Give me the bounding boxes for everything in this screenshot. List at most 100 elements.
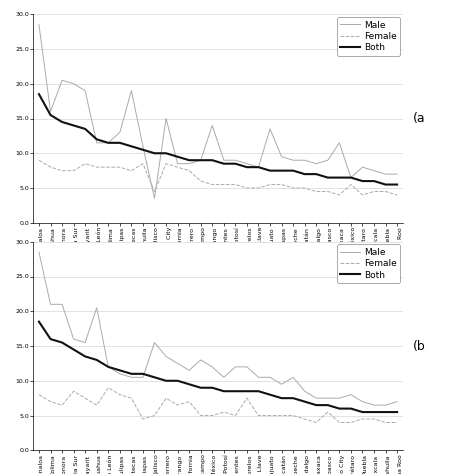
- Male: [233, 157, 238, 163]
- Male: [48, 109, 54, 114]
- Female: [279, 413, 284, 419]
- Female: [371, 189, 377, 194]
- Male: [82, 340, 88, 346]
- Both: [279, 395, 284, 401]
- Female: [302, 416, 308, 422]
- Male: [383, 171, 388, 177]
- Both: [186, 382, 192, 387]
- Both: [71, 123, 76, 128]
- Line: Male: Male: [39, 25, 397, 199]
- Male: [163, 354, 169, 359]
- Both: [290, 395, 296, 401]
- Both: [163, 378, 169, 383]
- Both: [94, 357, 100, 363]
- Male: [302, 388, 308, 394]
- Male: [244, 161, 250, 166]
- Female: [360, 192, 365, 198]
- Both: [337, 406, 342, 411]
- Female: [152, 413, 157, 419]
- Both: [198, 385, 203, 391]
- Female: [117, 392, 123, 398]
- Both: [267, 392, 273, 398]
- Line: Both: Both: [39, 94, 397, 184]
- Female: [94, 164, 100, 170]
- Male: [175, 361, 181, 366]
- Female: [140, 416, 146, 422]
- Female: [71, 388, 76, 394]
- Male: [117, 371, 123, 377]
- Both: [175, 154, 181, 160]
- Both: [290, 168, 296, 173]
- Text: (b: (b: [412, 339, 425, 353]
- Male: [59, 77, 65, 83]
- Male: [383, 402, 388, 408]
- Female: [175, 164, 181, 170]
- Male: [255, 374, 261, 380]
- Male: [175, 161, 181, 166]
- Both: [325, 175, 331, 181]
- Male: [313, 161, 319, 166]
- Female: [48, 164, 54, 170]
- Female: [302, 185, 308, 191]
- Both: [313, 402, 319, 408]
- Female: [152, 189, 157, 194]
- Both: [152, 374, 157, 380]
- Female: [36, 157, 42, 163]
- Male: [279, 154, 284, 160]
- Both: [348, 175, 354, 181]
- Both: [360, 409, 365, 415]
- Female: [198, 413, 203, 419]
- Both: [210, 157, 215, 163]
- Both: [325, 402, 331, 408]
- Both: [82, 126, 88, 132]
- Both: [210, 385, 215, 391]
- Male: [337, 140, 342, 146]
- Both: [117, 140, 123, 146]
- Female: [140, 161, 146, 166]
- Male: [152, 196, 157, 201]
- Male: [36, 22, 42, 27]
- Female: [383, 189, 388, 194]
- Both: [221, 161, 227, 166]
- Male: [140, 374, 146, 380]
- Both: [233, 161, 238, 166]
- Both: [175, 378, 181, 383]
- Male: [210, 364, 215, 370]
- Female: [82, 395, 88, 401]
- Female: [82, 161, 88, 166]
- Male: [128, 88, 134, 93]
- Female: [244, 185, 250, 191]
- Female: [313, 419, 319, 425]
- Female: [36, 392, 42, 398]
- Female: [233, 413, 238, 419]
- Female: [221, 409, 227, 415]
- Female: [59, 168, 65, 173]
- Both: [348, 406, 354, 411]
- Female: [210, 182, 215, 187]
- Male: [394, 171, 400, 177]
- Female: [267, 413, 273, 419]
- Both: [48, 336, 54, 342]
- Male: [128, 374, 134, 380]
- Female: [186, 168, 192, 173]
- Both: [71, 346, 76, 352]
- Male: [325, 157, 331, 163]
- Both: [128, 371, 134, 377]
- Both: [221, 388, 227, 394]
- Female: [163, 161, 169, 166]
- Male: [198, 357, 203, 363]
- Both: [105, 364, 111, 370]
- Both: [59, 119, 65, 125]
- Female: [348, 419, 354, 425]
- Line: Both: Both: [39, 322, 397, 412]
- Male: [82, 88, 88, 93]
- Both: [82, 354, 88, 359]
- Female: [394, 192, 400, 198]
- Line: Male: Male: [39, 252, 397, 405]
- Text: (a: (a: [412, 112, 425, 125]
- Both: [128, 144, 134, 149]
- Male: [244, 364, 250, 370]
- Both: [360, 178, 365, 184]
- Female: [94, 402, 100, 408]
- Male: [186, 161, 192, 166]
